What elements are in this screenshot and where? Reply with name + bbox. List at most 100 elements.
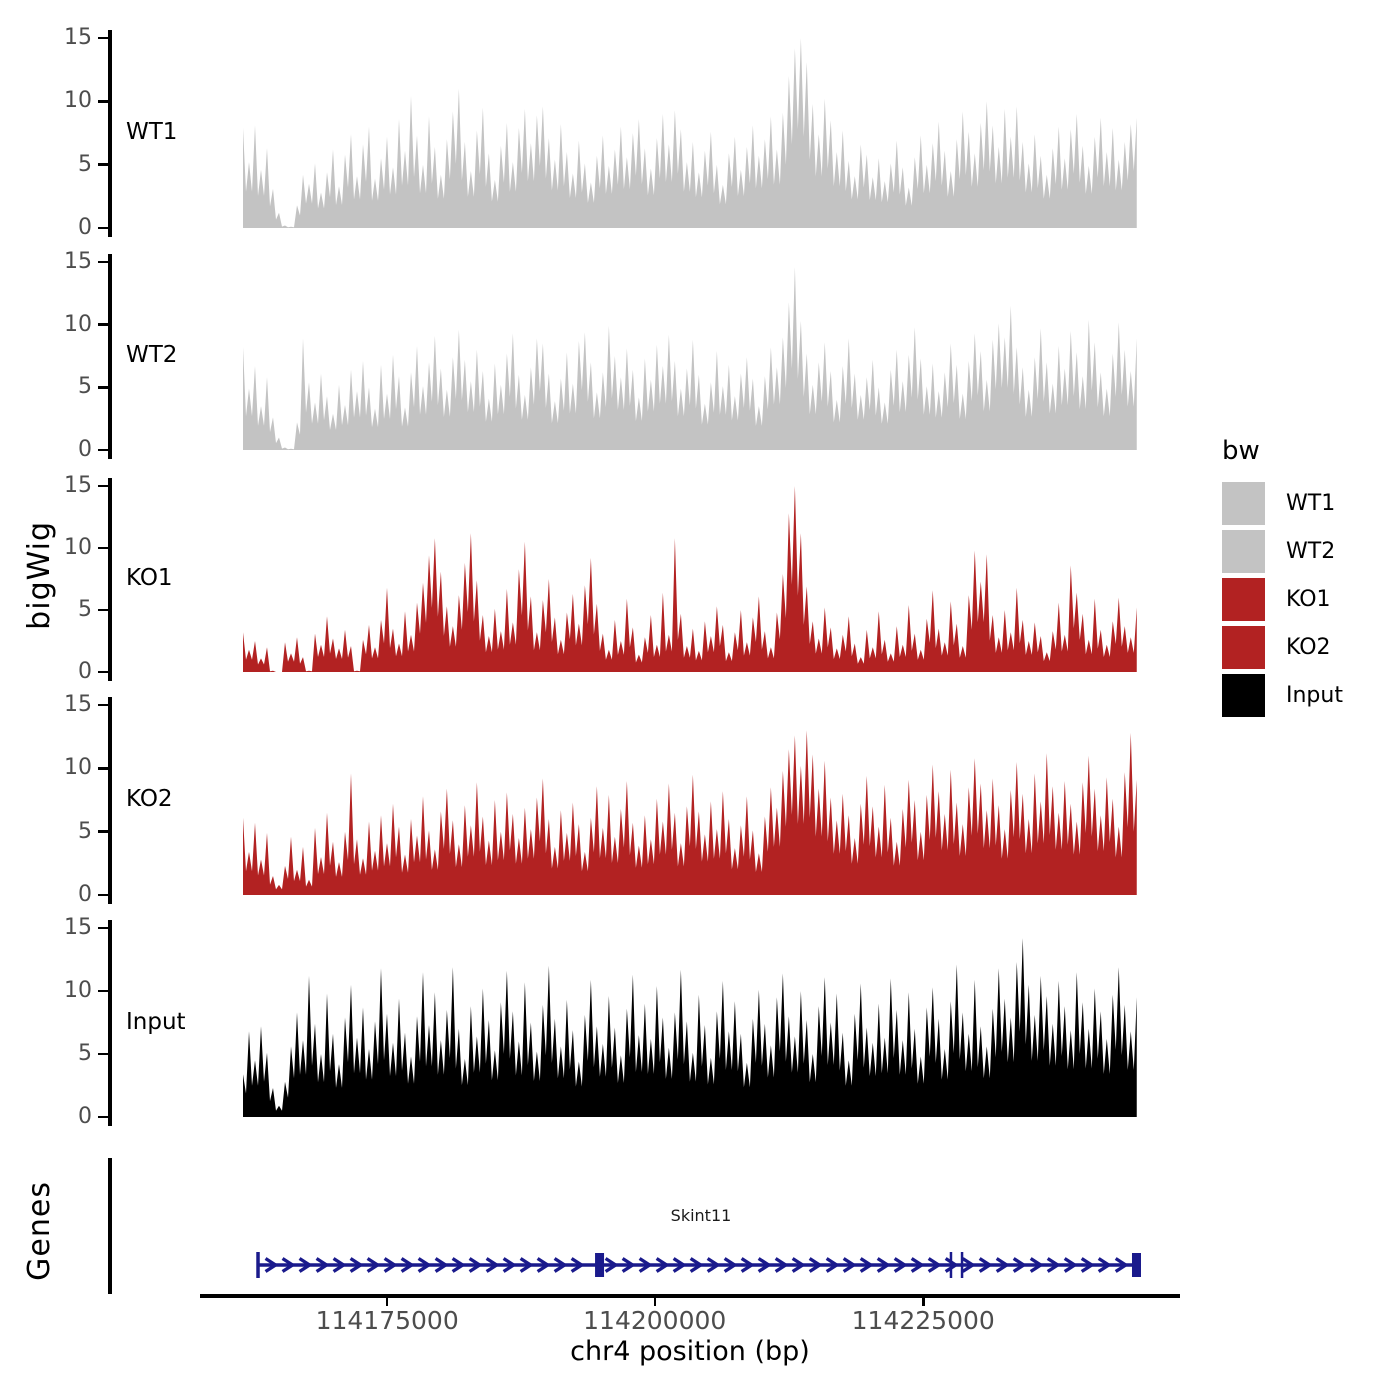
strand-direction-chevron [757,1257,772,1273]
signal-area-WT2 [243,267,1137,450]
track-label-Input: Input [126,1008,186,1035]
strand-direction-chevron [468,1257,483,1273]
y-tick-mark [98,100,108,103]
strand-direction-chevron [315,1257,330,1273]
strand-direction-chevron [893,1257,908,1273]
y-tick-label: 5 [78,818,92,844]
legend-items: WT1 WT2 KO1 KO2 Input [1222,482,1343,717]
legend-label: Input [1286,683,1343,708]
strand-direction-chevron [366,1257,381,1273]
y-tick-label: 5 [78,374,92,400]
x-tick-label: 114225000 [851,1306,995,1335]
track-label-WT1: WT1 [126,119,178,145]
y-tick-mark [98,448,108,452]
y-tick-label: 5 [78,1041,92,1066]
strand-direction-chevron [604,1257,619,1273]
strand-direction-chevron [349,1257,364,1273]
strand-direction-chevron [332,1257,347,1273]
strand-direction-chevron [1114,1257,1129,1273]
legend-label: KO2 [1286,635,1331,660]
track-label-KO1: KO1 [126,565,173,591]
gene-exon-block [1131,1253,1141,1277]
strand-direction-chevron [519,1257,534,1273]
y-tick-mark [98,608,108,612]
strand-direction-chevron [1080,1257,1095,1273]
y-tick-label: 5 [78,151,92,177]
y-axis-line-KO2 [108,697,112,904]
strand-direction-chevron [298,1257,313,1273]
strand-direction-chevron [281,1257,296,1273]
y-tick-mark [98,1052,108,1056]
strand-direction-chevron [655,1257,670,1273]
y-axis-line-WT1 [108,30,112,237]
y-tick-label: 0 [78,437,92,462]
legend-color-swatch [1222,482,1265,525]
y-tick-label: 0 [78,1104,92,1129]
signal-area-KO2 [243,730,1137,895]
y-tick-label: 10 [64,978,92,1003]
strand-direction-chevron [417,1257,432,1273]
strand-direction-chevron [774,1257,789,1273]
legend-item-WT1: WT1 [1222,482,1343,525]
strand-direction-chevron [740,1257,755,1273]
y-axis-line-WT2 [108,254,112,459]
y-tick-mark [98,893,108,897]
x-tick-mark [922,1297,925,1306]
strand-direction-chevron [706,1257,721,1273]
y-tick-label: 0 [78,215,92,240]
x-tick-label: 114200000 [583,1306,727,1335]
legend-item-KO1: KO1 [1222,578,1343,621]
strand-direction-chevron [570,1257,585,1273]
y-tick-label: 15 [64,915,92,940]
legend-title: bw [1222,436,1260,466]
strand-direction-chevron [621,1257,636,1273]
strand-direction-chevron [961,1257,976,1273]
y-tick-mark [98,989,108,993]
strand-direction-chevron [791,1257,806,1273]
strand-direction-chevron [910,1257,925,1273]
legend-color-swatch [1222,530,1265,573]
y-tick-mark [98,386,108,389]
y-tick-mark [98,703,108,707]
y-tick-label: 15 [64,249,92,274]
y-axis-line-KO1 [108,478,112,681]
y-tick-mark [98,830,108,833]
y-tick-label: 0 [78,659,92,684]
y-tick-mark [98,260,108,264]
strand-direction-chevron [434,1257,449,1273]
strand-direction-chevron [383,1257,398,1273]
strand-direction-chevron [859,1257,874,1273]
strand-direction-chevron [944,1257,959,1273]
signal-area-WT1 [243,38,1137,228]
legend-label: WT1 [1286,491,1336,516]
strand-direction-chevron [1046,1257,1061,1273]
legend-label: KO1 [1286,587,1331,612]
y-axis-line-Input [108,920,112,1126]
y-tick-label: 10 [64,311,92,337]
y-tick-label: 15 [64,473,92,498]
y-tick-mark [98,484,108,488]
y-tick-mark [98,36,108,40]
legend-item-WT2: WT2 [1222,530,1343,573]
legend-color-swatch [1222,626,1265,669]
y-tick-mark [98,670,108,674]
strand-direction-chevron [502,1257,517,1273]
legend-color-swatch [1222,674,1265,717]
y-tick-mark [98,767,108,770]
x-tick-mark [385,1297,389,1306]
legend-color-swatch [1222,578,1265,621]
gene-exon-block [595,1253,605,1277]
strand-direction-chevron [536,1257,551,1273]
y-tick-label: 10 [64,755,92,781]
legend-item-Input: Input [1222,674,1343,717]
strand-direction-chevron [808,1257,823,1273]
signal-area-KO1 [243,486,1137,672]
strand-direction-chevron [672,1257,687,1273]
strand-direction-chevron [451,1257,466,1273]
legend-item-KO2: KO2 [1222,626,1343,669]
y-tick-mark [98,1115,108,1119]
y-tick-label: 15 [64,692,92,717]
strand-direction-chevron [995,1257,1010,1273]
strand-direction-chevron [638,1257,653,1273]
